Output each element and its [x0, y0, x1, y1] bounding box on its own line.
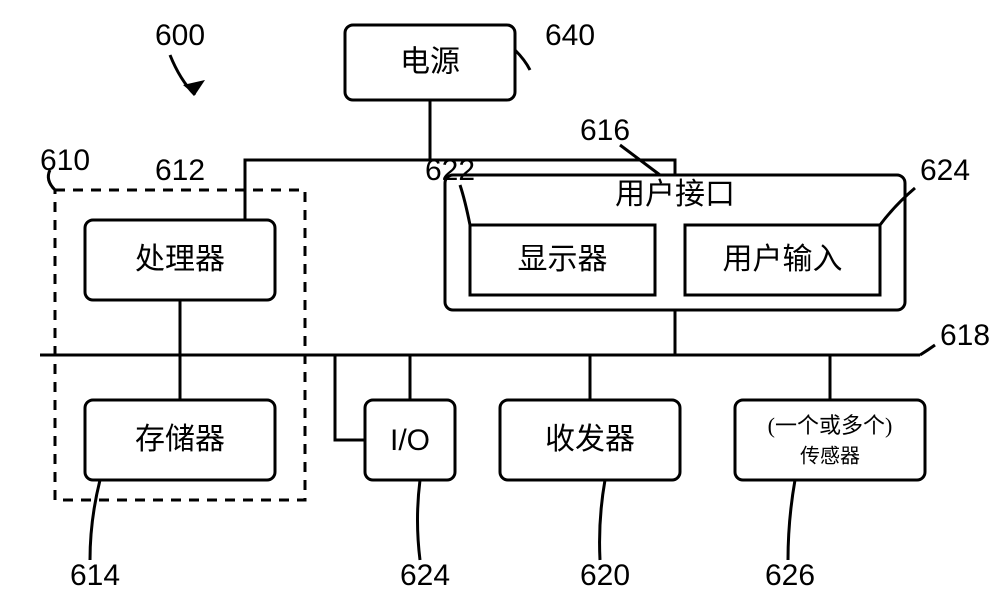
memory-ref: 614: [70, 559, 120, 592]
processor-memory-group-ref: 610: [40, 144, 90, 177]
user-input-label: 用户输入: [723, 243, 843, 276]
sensors-label-2: 传感器: [800, 445, 860, 468]
memory-lead: [90, 480, 100, 560]
io-label: I/O: [390, 424, 430, 457]
user-interface-ref: 616: [580, 114, 630, 147]
user-interface-label: 用户接口: [615, 178, 735, 211]
power-ref: 640: [545, 19, 595, 52]
sensors-label-1: (一个或多个): [768, 413, 893, 438]
wire-4: [335, 355, 365, 440]
power-lead: [515, 50, 530, 70]
block-diagram: 电源 640 处理器 612 存储器 614 用户接口 616 显示器 622 用户输入 624 I/O…: [0, 0, 1000, 610]
sensors-lead: [788, 480, 795, 560]
processor-ref: 612: [155, 154, 205, 187]
sensors-ref: 626: [765, 559, 815, 592]
io-lead: [418, 480, 421, 560]
io-ref: 624: [400, 559, 450, 592]
wire-0: [245, 100, 430, 220]
transceiver-label: 收发器: [545, 423, 635, 456]
figure-number: 600: [155, 19, 205, 52]
bus-lead: [920, 345, 935, 355]
display-label: 显示器: [518, 243, 608, 276]
bus-ref: 618: [940, 319, 990, 352]
transceiver-lead: [600, 480, 605, 560]
memory-label: 存储器: [135, 423, 225, 456]
user-input-ref: 624: [920, 154, 970, 187]
sensors-box: [735, 400, 925, 480]
transceiver-ref: 620: [580, 559, 630, 592]
processor-label: 处理器: [135, 243, 225, 276]
power-label: 电源: [400, 45, 460, 78]
display-ref: 622: [425, 154, 475, 187]
figure-arrow-head: [183, 80, 205, 95]
